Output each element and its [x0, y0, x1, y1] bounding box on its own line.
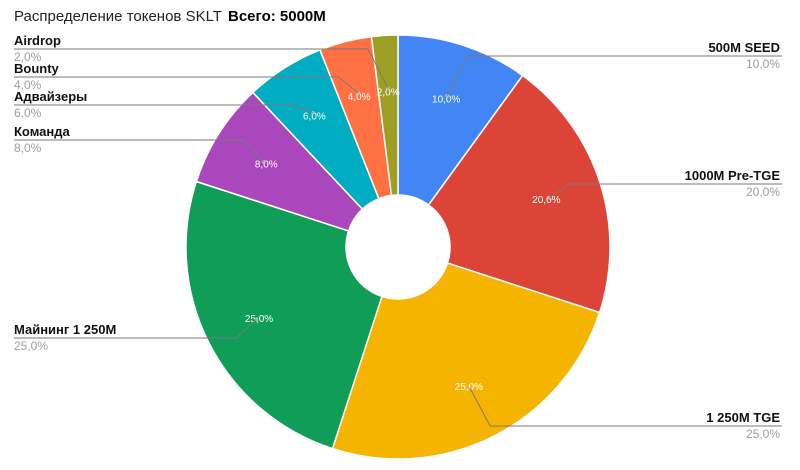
leader-line-seed: [446, 55, 782, 97]
slice-seed: [397, 34, 524, 206]
label-name-pre-tge: 1000M Pre-TGE: [685, 168, 781, 183]
label-pct-bounty: 4,0%: [14, 78, 42, 92]
slice-label-bounty: 4,0%: [348, 92, 371, 103]
pie-slices: 10,0%20,0%25,0%25,0%8,0%6,0%4,0%2,0%: [185, 34, 611, 460]
leader-line-airdrop: [14, 48, 389, 89]
label-pct-airdrop: 2,0%: [14, 50, 42, 64]
label-name-bounty: Bounty: [14, 61, 60, 76]
leader-line-bounty: [14, 76, 359, 94]
slice-майнинг: [185, 180, 383, 450]
chart-title: Распределение токенов SKLT: [14, 8, 222, 25]
slice-label-seed: 10,0%: [432, 95, 460, 106]
label-pct-адвайзеры: 6,0%: [14, 106, 42, 120]
slice-label-airdrop: 2,0%: [377, 87, 400, 98]
slice-label-команда: 8,0%: [255, 159, 278, 170]
label-name-seed: 500M SEED: [708, 40, 780, 55]
leader-lines: [14, 48, 782, 427]
leader-line-pre-tge: [548, 183, 782, 199]
label-pct-seed: 10,0%: [746, 57, 780, 71]
leader-line-tge: [469, 388, 782, 427]
label-name-tge: 1 250M TGE: [706, 410, 780, 425]
label-name-адвайзеры: Адвайзеры: [14, 89, 87, 104]
label-name-airdrop: Airdrop: [14, 33, 61, 48]
slice-label-майнинг: 25,0%: [245, 314, 273, 325]
slice-tge: [331, 262, 601, 460]
chart-subtitle: Всего: 5000M: [228, 8, 326, 25]
leader-line-адвайзеры: [14, 104, 313, 114]
slice-pre-tge: [427, 74, 611, 314]
label-name-майнинг: Майнинг 1 250M: [14, 322, 116, 337]
label-pct-команда: 8,0%: [14, 141, 42, 155]
label-pct-tge: 25,0%: [746, 427, 780, 441]
leader-line-майнинг: [14, 318, 257, 339]
label-pct-pre-tge: 20,0%: [746, 185, 780, 199]
slice-airdrop: [370, 34, 399, 197]
slice-label-адвайзеры: 6,0%: [303, 111, 326, 122]
label-pct-майнинг: 25,0%: [14, 339, 48, 353]
slice-label-pre-tge: 20,0%: [532, 195, 560, 206]
outer-labels: 500M SEED 10,0% 1000M Pre-TGE 20,0% 1 250M T…: [14, 33, 780, 441]
label-name-команда: Команда: [14, 124, 70, 139]
leader-line-команда: [14, 139, 265, 163]
